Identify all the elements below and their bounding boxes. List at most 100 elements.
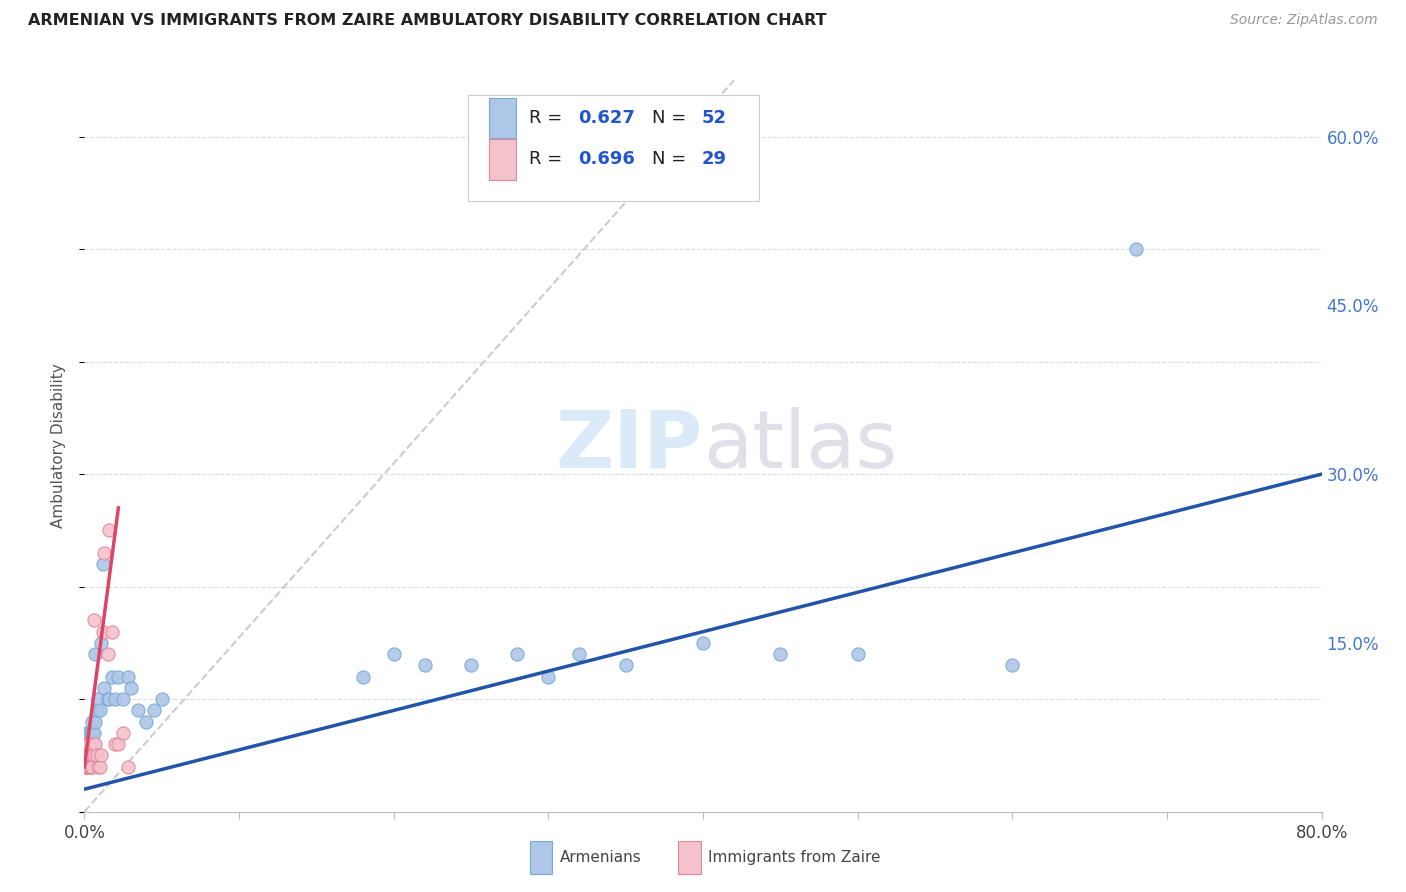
Point bbox=[79, 726, 101, 740]
Point bbox=[79, 737, 101, 751]
Y-axis label: Ambulatory Disability: Ambulatory Disability bbox=[51, 364, 66, 528]
Text: R =: R = bbox=[529, 109, 568, 127]
Point bbox=[83, 748, 105, 763]
Point bbox=[76, 748, 98, 763]
Text: Immigrants from Zaire: Immigrants from Zaire bbox=[709, 850, 880, 865]
Text: 52: 52 bbox=[702, 109, 727, 127]
Point bbox=[112, 726, 135, 740]
Point bbox=[77, 748, 100, 763]
Text: ZIP: ZIP bbox=[555, 407, 703, 485]
Point bbox=[76, 737, 98, 751]
Point bbox=[120, 681, 142, 695]
Point bbox=[75, 748, 97, 763]
Point bbox=[79, 748, 101, 763]
Point bbox=[79, 760, 101, 774]
Point bbox=[75, 760, 97, 774]
Point bbox=[87, 760, 110, 774]
Point bbox=[97, 647, 120, 661]
Point bbox=[89, 703, 111, 717]
Point bbox=[82, 714, 104, 729]
FancyBboxPatch shape bbox=[489, 98, 516, 138]
Point bbox=[82, 748, 104, 763]
Point bbox=[86, 703, 108, 717]
Point bbox=[76, 737, 98, 751]
Point bbox=[143, 703, 166, 717]
Point bbox=[128, 703, 150, 717]
Point bbox=[101, 670, 124, 684]
FancyBboxPatch shape bbox=[678, 841, 700, 874]
Point bbox=[75, 737, 97, 751]
Point bbox=[382, 647, 405, 661]
Point bbox=[86, 748, 108, 763]
Point bbox=[87, 692, 110, 706]
Text: N =: N = bbox=[652, 151, 692, 169]
Point bbox=[1001, 658, 1024, 673]
Point bbox=[506, 647, 529, 661]
Point bbox=[352, 670, 374, 684]
Text: R =: R = bbox=[529, 151, 568, 169]
Point bbox=[91, 557, 114, 571]
Point bbox=[117, 760, 139, 774]
Point bbox=[135, 714, 157, 729]
Point bbox=[769, 647, 792, 661]
Point bbox=[112, 692, 135, 706]
Point bbox=[77, 737, 100, 751]
Point bbox=[104, 692, 127, 706]
Point bbox=[89, 760, 111, 774]
Point bbox=[79, 760, 101, 774]
Point bbox=[460, 658, 482, 673]
Point bbox=[98, 524, 121, 538]
Point bbox=[82, 726, 104, 740]
Point bbox=[150, 692, 173, 706]
Point bbox=[93, 546, 115, 560]
Point bbox=[846, 647, 869, 661]
Text: 0.627: 0.627 bbox=[578, 109, 636, 127]
Point bbox=[104, 737, 127, 751]
Point bbox=[84, 647, 107, 661]
Point bbox=[614, 658, 637, 673]
Point bbox=[83, 614, 105, 628]
Point bbox=[1125, 242, 1147, 256]
Point bbox=[82, 726, 104, 740]
Point bbox=[107, 670, 129, 684]
Point bbox=[692, 636, 714, 650]
Point bbox=[97, 692, 120, 706]
Point bbox=[537, 670, 560, 684]
Point bbox=[75, 737, 97, 751]
Point bbox=[76, 737, 98, 751]
Point bbox=[413, 658, 436, 673]
Text: Armenians: Armenians bbox=[560, 850, 641, 865]
Point bbox=[83, 726, 105, 740]
Point bbox=[77, 748, 100, 763]
Text: ARMENIAN VS IMMIGRANTS FROM ZAIRE AMBULATORY DISABILITY CORRELATION CHART: ARMENIAN VS IMMIGRANTS FROM ZAIRE AMBULA… bbox=[28, 13, 827, 29]
Point bbox=[77, 737, 100, 751]
Text: 0.696: 0.696 bbox=[578, 151, 636, 169]
Point bbox=[90, 748, 112, 763]
Point bbox=[93, 681, 115, 695]
Point bbox=[117, 670, 139, 684]
Text: atlas: atlas bbox=[703, 407, 897, 485]
FancyBboxPatch shape bbox=[530, 841, 553, 874]
Point bbox=[77, 726, 100, 740]
Point bbox=[107, 737, 129, 751]
Point bbox=[90, 636, 112, 650]
FancyBboxPatch shape bbox=[468, 95, 759, 201]
Point bbox=[84, 714, 107, 729]
Point bbox=[77, 760, 100, 774]
Text: 29: 29 bbox=[702, 151, 727, 169]
Point bbox=[76, 748, 98, 763]
Point bbox=[75, 760, 97, 774]
Point bbox=[79, 737, 101, 751]
Text: N =: N = bbox=[652, 109, 692, 127]
Point bbox=[98, 692, 121, 706]
Point bbox=[77, 726, 100, 740]
FancyBboxPatch shape bbox=[489, 139, 516, 179]
Point bbox=[101, 624, 124, 639]
Point bbox=[82, 760, 104, 774]
Text: Source: ZipAtlas.com: Source: ZipAtlas.com bbox=[1230, 13, 1378, 28]
Point bbox=[76, 726, 98, 740]
Point bbox=[84, 737, 107, 751]
Point bbox=[76, 760, 98, 774]
Point bbox=[83, 737, 105, 751]
Point bbox=[568, 647, 591, 661]
